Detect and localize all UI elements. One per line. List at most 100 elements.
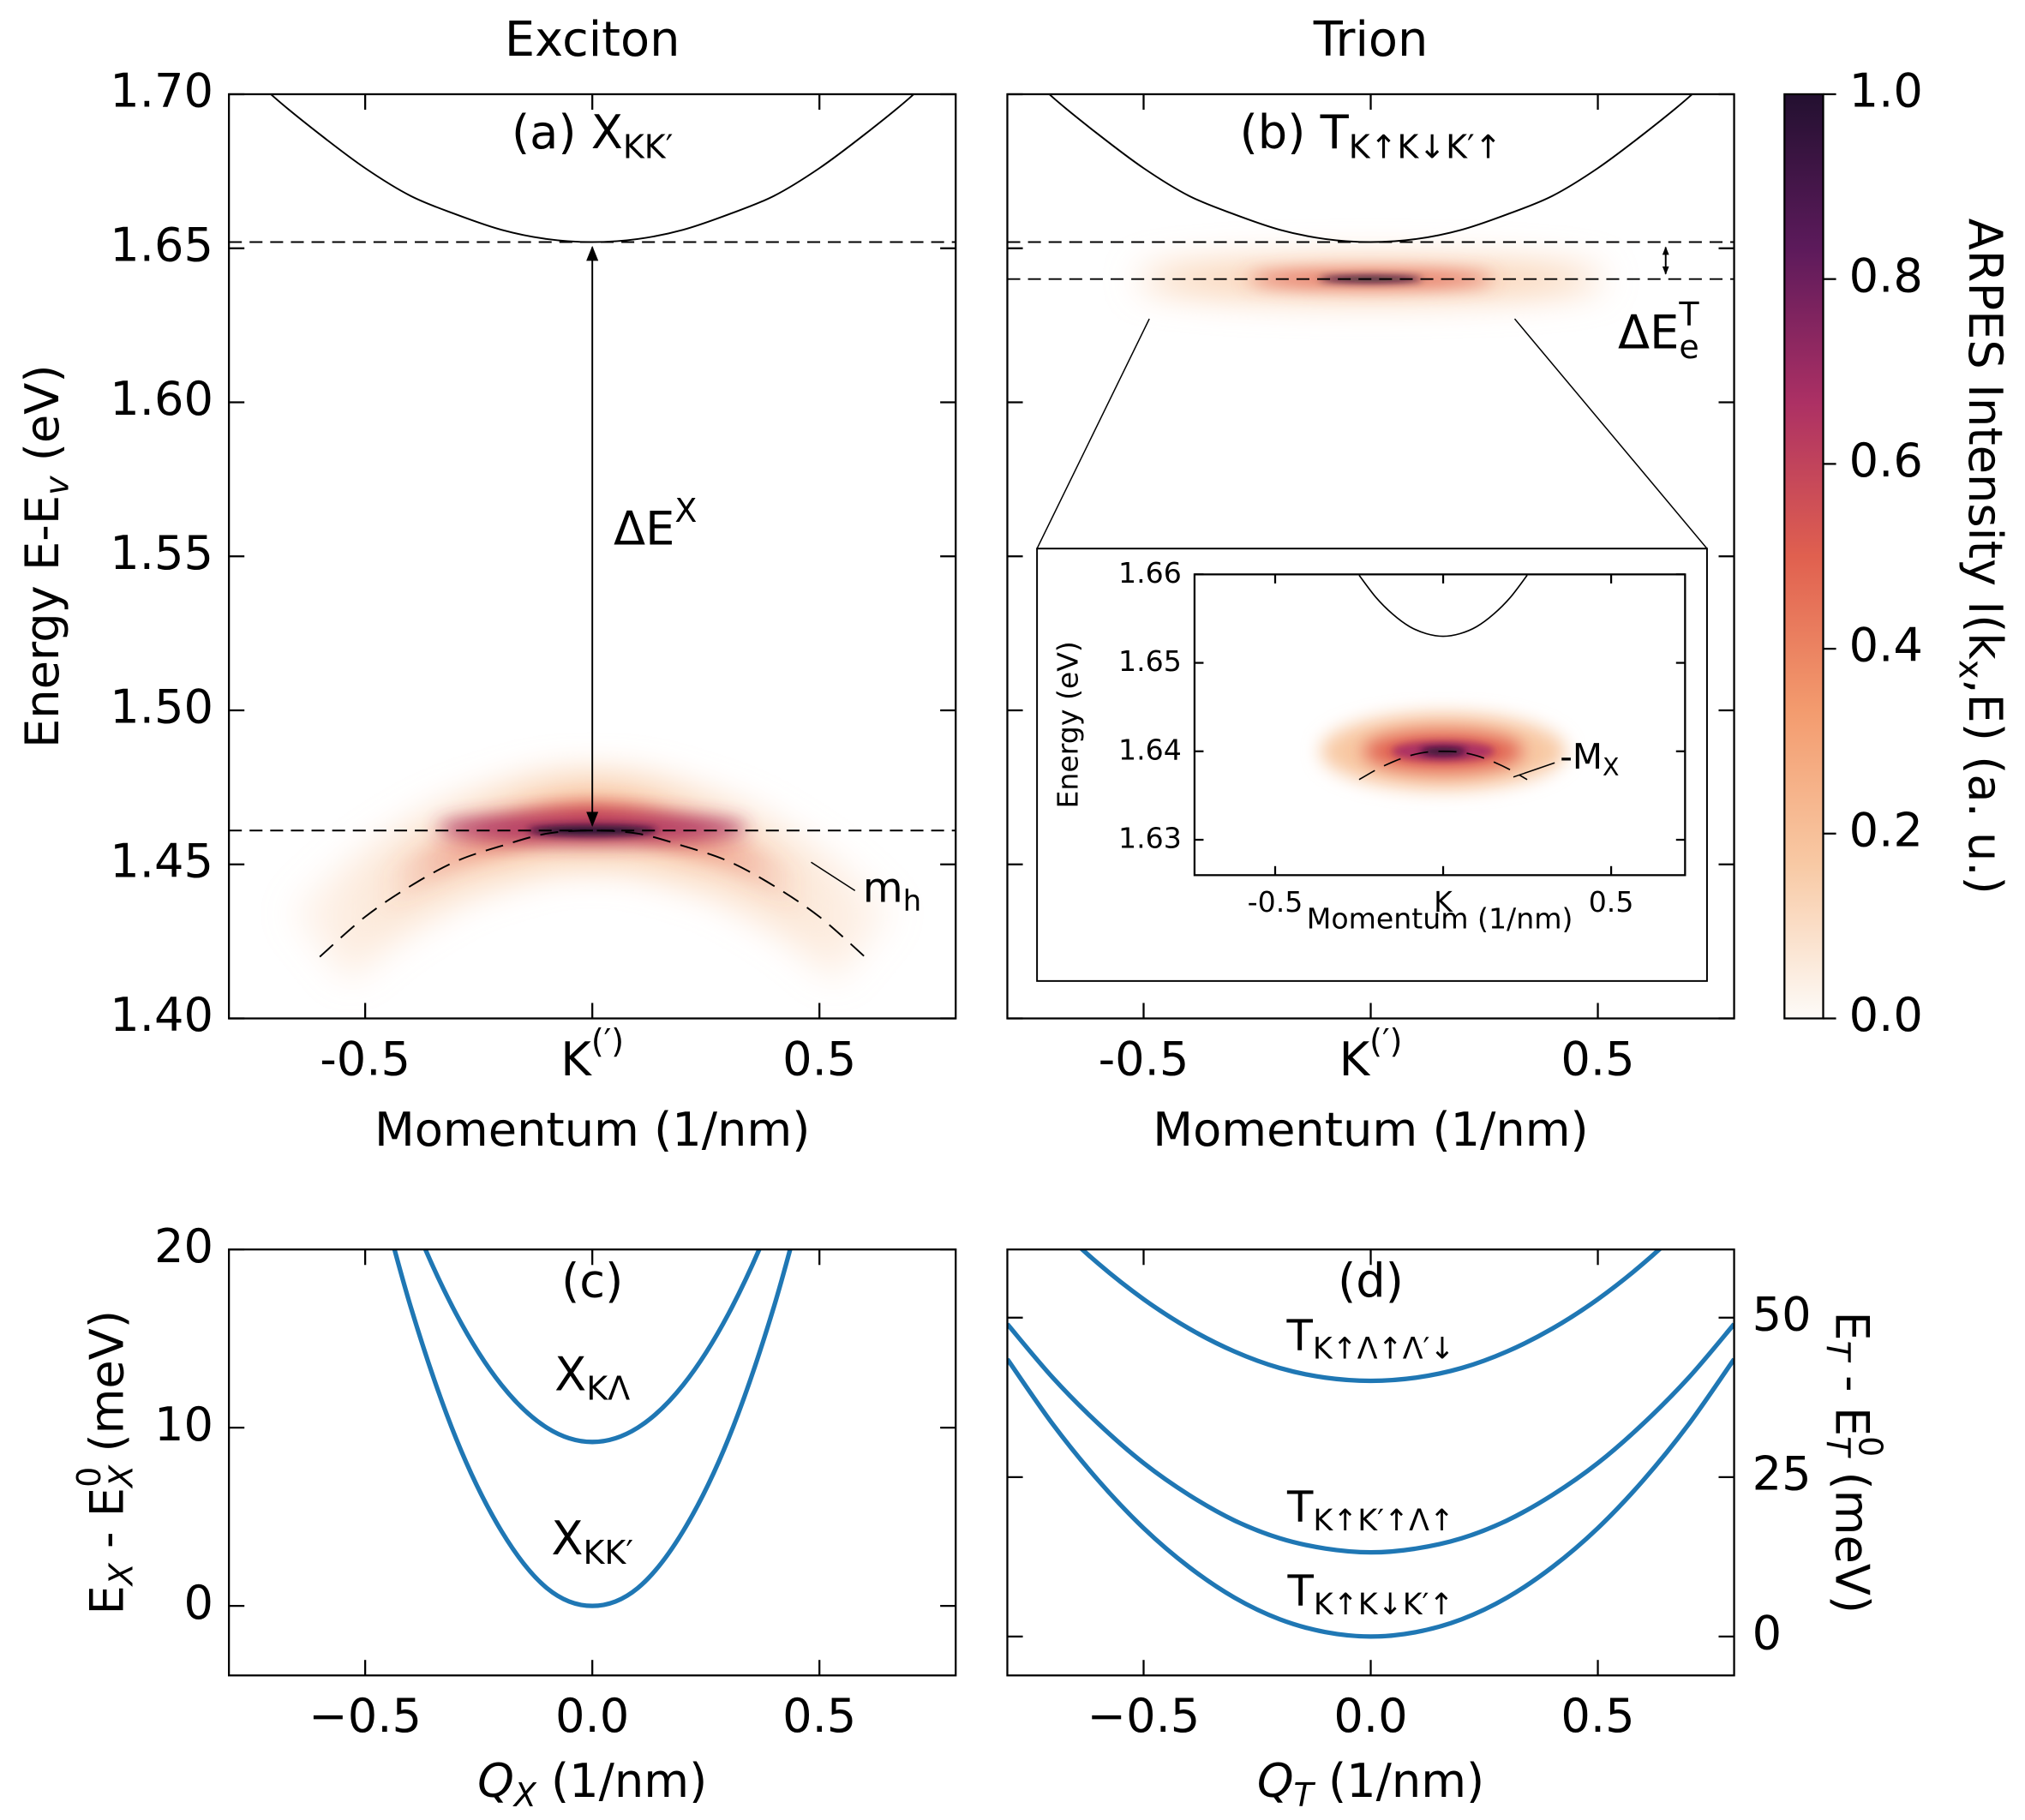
y-tick-label: 1.50 <box>110 680 213 734</box>
text-part: T <box>1285 1310 1313 1360</box>
x-axis-label: QX (1/nm) <box>477 1753 707 1813</box>
panel-label: (d) <box>1338 1254 1404 1308</box>
text-part: E <box>1825 1311 1879 1340</box>
y-tick-label: 1.55 <box>110 526 213 580</box>
text-part: ΔE <box>614 501 674 555</box>
x-tick-label: −0.5 <box>309 1689 422 1743</box>
panel-title: Trion <box>1313 12 1429 68</box>
y-tick-label: 0 <box>1752 1607 1782 1661</box>
text-part: K <box>1339 1032 1371 1086</box>
text-part: X <box>551 1511 583 1565</box>
text-part: ARPES Intensity I(k <box>1958 219 2012 661</box>
zoom-line <box>1036 318 1150 549</box>
y-tick-label: 10 <box>154 1398 213 1452</box>
curve-label: TK↑Λ↑Λ′↓ <box>1285 1310 1454 1366</box>
text-part: Q <box>477 1753 514 1807</box>
text-part: (1/nm) <box>1314 1753 1484 1807</box>
x-tick-label: 0.0 <box>1333 1689 1407 1743</box>
y-tick-label: 1.45 <box>110 834 213 888</box>
colorbar-tick-label: 0.8 <box>1849 248 1923 302</box>
curve-label: XKK′ <box>551 1511 633 1571</box>
text-part: 0 <box>1852 1436 1890 1457</box>
gap-label: ΔEX <box>614 491 697 555</box>
inset-y-label: Energy (eV) <box>1051 641 1084 808</box>
text-part: v <box>38 476 75 495</box>
colorbar-tick-label: 0.6 <box>1849 434 1923 488</box>
text-part: (′) <box>591 1021 624 1059</box>
y-tick-label: 0 <box>184 1576 214 1630</box>
text-part: X <box>554 1347 586 1401</box>
text-part: h <box>903 883 921 917</box>
y-tick-label: 1.63 <box>1118 822 1182 855</box>
x-tick-label: 0.5 <box>1589 885 1634 919</box>
text-part: K↑Λ↑Λ′↓ <box>1313 1332 1455 1367</box>
y-tick-label: 25 <box>1752 1446 1812 1500</box>
text-part: (meV) <box>80 1310 134 1467</box>
text-part: X <box>1603 753 1620 781</box>
text-part: m <box>863 864 903 912</box>
text-part: e <box>1679 327 1698 365</box>
inset-x-label: Momentum (1/nm) <box>1307 902 1573 936</box>
series-line <box>422 1249 762 1445</box>
panel-label: (b) TK↑K↓K′↑ <box>1240 105 1502 165</box>
curve-label: XKΛ <box>554 1347 630 1407</box>
y-tick-label: 1.60 <box>110 372 213 426</box>
colorbar-tick-label: 0.4 <box>1849 619 1923 673</box>
text-part: (′) <box>1369 1021 1402 1059</box>
text-part: X <box>674 491 697 529</box>
colorbar-tick-label: 0.2 <box>1849 803 1923 857</box>
x-tick-label: 0.5 <box>782 1689 856 1743</box>
colorbar-tick-label: 1.0 <box>1849 64 1923 118</box>
x-tick-label: −0.5 <box>1087 1689 1201 1743</box>
text-part: ,E) (a. u.) <box>1958 679 2012 894</box>
y-axis-label: Energy E-Ev (eV) <box>15 364 75 748</box>
x-axis-label: Momentum (1/nm) <box>1153 1103 1588 1157</box>
series-line <box>1078 1249 1663 1384</box>
mass-label: -MX <box>1560 736 1619 781</box>
text-part: (meV) <box>1825 1457 1879 1613</box>
x-tick-label: 0.5 <box>1561 1032 1634 1086</box>
curve-label: TK↑K′↑Λ↑ <box>1286 1482 1454 1537</box>
text-part: ΔE <box>1618 305 1679 359</box>
text-part: 0 <box>69 1467 107 1488</box>
x-tick-label: 0.5 <box>1561 1689 1634 1743</box>
x-axis-label: Momentum (1/nm) <box>374 1103 810 1157</box>
y-tick-label: 1.65 <box>1118 644 1182 678</box>
y-tick-label: 20 <box>154 1219 213 1273</box>
text-part: X <box>512 1776 537 1814</box>
text-part: Q <box>1257 1753 1294 1807</box>
gap-label: ΔEeT <box>1618 295 1699 365</box>
text-part: - E <box>80 1488 134 1563</box>
y-tick-label: 1.64 <box>1118 733 1182 766</box>
x-tick-label: K <box>1434 885 1453 919</box>
text-part: - E <box>1825 1361 1879 1436</box>
x-tick-label: 0.5 <box>782 1032 856 1086</box>
series-line <box>1007 1357 1734 1639</box>
text-part: (eV) <box>15 364 69 476</box>
x-tick-label: -0.5 <box>1099 1032 1189 1086</box>
y-tick-label: 50 <box>1752 1287 1812 1341</box>
y-tick-label: 1.70 <box>110 64 213 118</box>
y-axis-label: ET - ET0 (meV) <box>1819 1311 1890 1613</box>
text-part: X <box>102 1464 140 1489</box>
text-part: K↑K′↑Λ↑ <box>1313 1504 1454 1538</box>
text-part: Energy E-E <box>15 495 69 748</box>
text-part: K↑K↓K′↑ <box>1314 1588 1454 1622</box>
curve-label: TK↑K↓K′↑ <box>1286 1566 1453 1622</box>
plot-frame <box>1783 93 1824 1020</box>
text-part: X <box>102 1562 140 1587</box>
series-line <box>1007 1322 1734 1555</box>
colorbar-tick-label: 0.0 <box>1849 988 1923 1042</box>
text-part: E <box>80 1585 134 1614</box>
y-tick-label: 1.65 <box>110 218 213 272</box>
text-part: KK′ <box>623 128 673 165</box>
panel-label: (c) <box>561 1254 623 1308</box>
text-part: KΛ <box>586 1369 630 1407</box>
dispersion-curve <box>269 93 915 243</box>
text-part: T <box>1286 1482 1314 1531</box>
x-tick-label: 0.0 <box>555 1689 629 1743</box>
label-leader <box>1513 762 1555 778</box>
x-tick-label: K(′) <box>560 1021 624 1086</box>
y-axis-label: EX - EX0 (meV) <box>69 1310 140 1615</box>
